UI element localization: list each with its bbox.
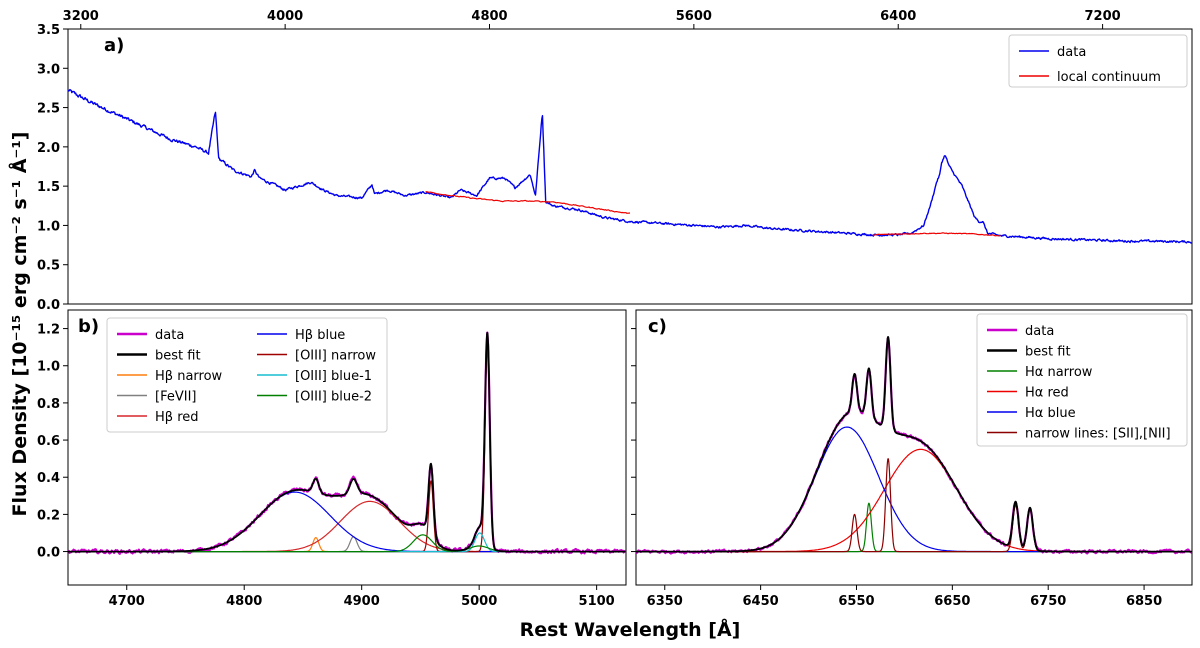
legend-entry: [OIII] narrow [295,349,376,364]
x-tick-label: 6450 [743,594,779,609]
series-continuum-line [425,190,631,214]
y-tick-label: 1.5 [37,180,60,195]
component-line [636,502,1192,553]
legend-box [1008,34,1188,88]
x-tick-label: 4800 [226,594,262,609]
series-data-line [68,88,1192,244]
y-tick-label: 0.0 [37,298,60,313]
legend-entry: Hα narrow [1025,365,1093,380]
x-tick-label: 4700 [109,594,145,609]
panel-label: a) [104,35,124,56]
legend-entry: Hβ blue [295,328,345,343]
x-tick-label: 6650 [934,594,970,609]
legend-box [976,313,1188,447]
legend-entry: data [1057,45,1086,60]
x-tick-label: 6350 [647,594,683,609]
series-continuum-line [872,232,1001,237]
plot-frame [67,28,1193,305]
component-line [68,491,626,553]
y-tick-label: 2.0 [37,141,60,156]
legend-entry: best fit [1025,345,1071,360]
legend-entry: narrow lines: [SII],[NII] [1025,427,1171,442]
panel-label: c) [648,316,667,337]
y-tick-label: 1.2 [37,323,60,338]
x-tick-label: 5600 [676,9,712,24]
y-tick-label: 0.0 [37,546,60,561]
x-tick-label: 3200 [63,9,99,24]
x-tick-label: 4800 [471,9,507,24]
x-axis-title: Rest Wavelength [Å] [520,617,741,641]
plot-frame [635,309,1193,586]
panel-c: 6350 6450 6550 6650 6750 6850 c) data best fit Hα… [631,309,1193,609]
y-axis-title: Flux Density [10⁻¹⁵ erg cm⁻² s⁻¹ Å⁻¹] [7,132,31,517]
y-tick-label: 2.5 [37,102,60,117]
plot-frame [67,309,627,586]
legend-entry: Hα red [1025,386,1069,401]
y-tick-label: 0.2 [37,508,60,523]
x-tick-label: 6750 [1030,594,1066,609]
legend-entry: data [1025,324,1054,339]
legend-entry: Hβ red [155,410,199,425]
x-tick-label: 6550 [838,594,874,609]
y-tick-label: 0.4 [37,471,60,486]
panel-label: b) [78,316,99,337]
series-best-fit-line [636,336,1192,553]
x-tick-label: 5000 [461,594,497,609]
y-tick-label: 0.6 [37,434,60,449]
legend-box [106,317,388,433]
y-tick-label: 1.0 [37,360,60,375]
y-tick-label: 1.0 [37,219,60,234]
legend-entry: Hα blue [1025,406,1076,421]
x-tick-label: 7200 [1084,9,1120,24]
component-line [636,448,1192,553]
y-tick-label: 0.8 [37,397,60,412]
legend-entry: [OIII] blue-2 [295,390,372,405]
x-tick-label: 5100 [579,594,615,609]
component-line [68,536,626,553]
x-tick-label: 4000 [267,9,303,24]
series-best-fit-line [68,331,626,553]
panel-a: 3200 4000 4800 5600 6400 7200 0.0 0.5 1.0 1.5 2.0 2… [37,9,1193,313]
x-tick-label: 6400 [880,9,916,24]
legend-entry: local continuum [1057,70,1161,85]
legend-entry: Hβ narrow [155,369,223,384]
y-tick-label: 0.5 [37,259,60,274]
legend-entry: data [155,328,184,343]
y-tick-label: 3.5 [37,23,60,38]
legend-entry: best fit [155,349,201,364]
legend-entry: [FeVII] [155,390,196,405]
panel-b: 4700 4800 4900 5000 5100 0.0 0.2 0.4 0.6 0.8 1.0 1.… [37,309,627,609]
legend-entry: [OIII] blue-1 [295,369,372,384]
component-line [68,500,626,553]
x-tick-label: 6850 [1126,594,1162,609]
y-tick-label: 3.0 [37,62,60,77]
x-tick-label: 4900 [344,594,380,609]
